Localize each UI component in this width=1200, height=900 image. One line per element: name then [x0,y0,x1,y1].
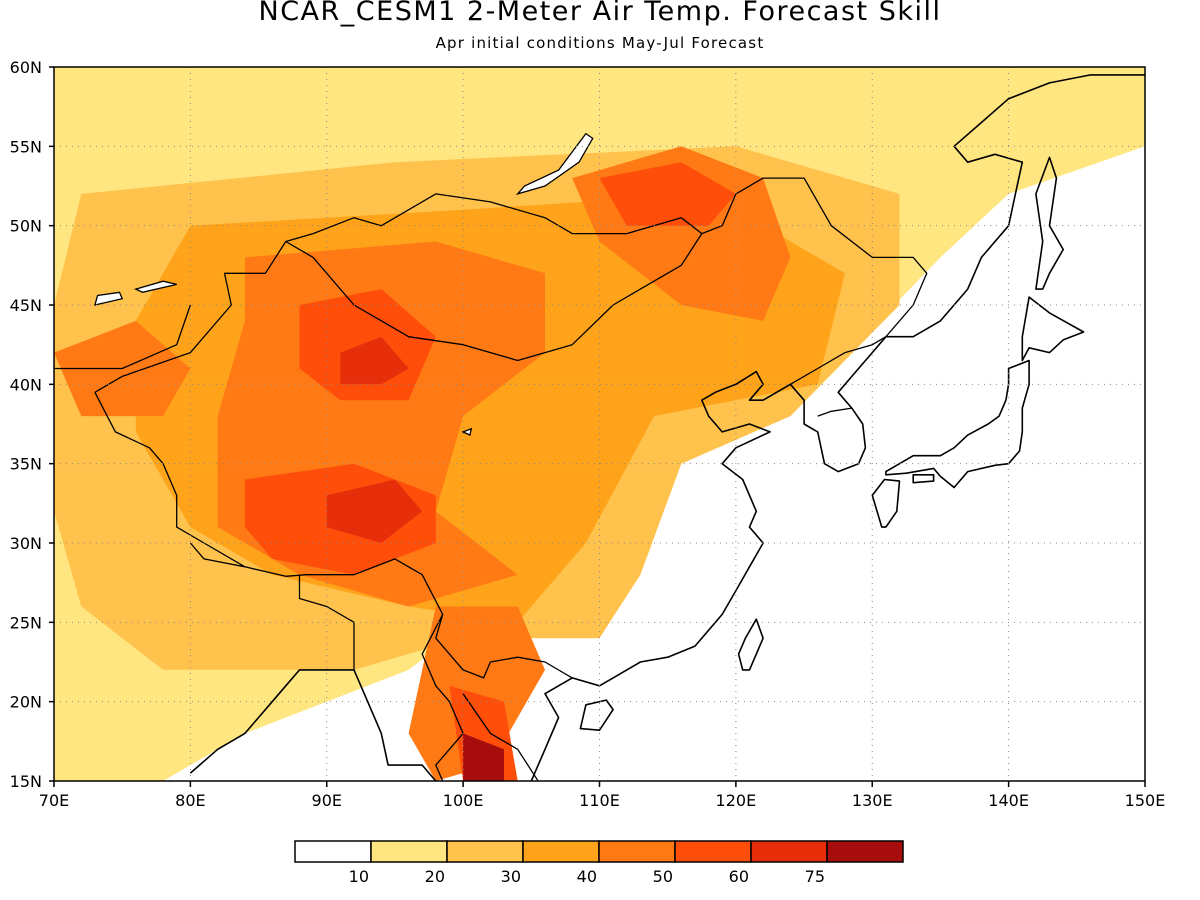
lat-tick-label: 30N [10,534,42,553]
country-border [462,693,539,781]
skill-region-level-4 [408,606,545,781]
coastline [189,669,354,774]
colorbar-swatch [674,840,752,863]
island-outline [737,618,764,671]
country-border [701,177,928,385]
island-outline [1021,296,1085,362]
colorbar-label: 75 [805,867,825,886]
colorbar-label: 30 [501,867,521,886]
dotted-gridlines [54,67,1145,781]
colorbar-label: 20 [425,867,445,886]
country-border [817,407,852,417]
country-border [94,392,573,679]
island-outline [871,478,901,528]
map-title: NCAR_CESM1 2-Meter Air Temp. Forecast Sk… [258,0,942,27]
island-outline [912,473,935,484]
lake-outline [461,427,473,437]
colorbar-swatch [446,840,524,863]
lat-tick-label: 60N [10,58,42,77]
lon-tick-label: 90E [312,791,342,810]
lon-tick-label: 70E [39,791,69,810]
skill-region-level-7 [463,733,504,781]
colorbar-label: 10 [349,867,369,886]
lat-tick-label: 40N [10,375,42,394]
lake-outline [93,291,124,306]
skill-region-level-6 [326,479,423,543]
colorbar-swatch [294,840,372,863]
lake-outline [133,280,177,293]
lon-tick-label: 80E [175,791,205,810]
lat-tick-label: 50N [10,217,42,236]
colorbar-label: 50 [653,867,673,886]
colorbar-label: 60 [729,867,749,886]
lat-tick-label: 15N [10,772,42,791]
map-subtitle: Apr initial conditions May-Jul Forecast [435,34,765,52]
colorbar-label: 40 [577,867,597,886]
country-border [54,304,192,370]
lon-tick-label: 110E [579,791,620,810]
lon-tick-label: 120E [716,791,757,810]
lat-tick-label: 45N [10,296,42,315]
lon-tick-label: 100E [443,791,484,810]
country-border [189,542,246,568]
colorbar-swatch [370,840,448,863]
colorbar-swatch [750,840,828,863]
country-border [94,193,703,393]
coastline-and-border-lines [54,74,1145,781]
axis-ticks: 70E 80E 90E 100E 110E 120E 130E 140E 150E 15N 20N 2… [10,58,1166,810]
island-outline [885,359,1030,489]
lon-tick-label: 150E [1125,791,1166,810]
coastline [353,669,437,781]
lat-tick-label: 25N [10,613,42,632]
island-outline [579,699,614,732]
skill-shading [54,67,1145,781]
colorbar: 10 20 30 40 50 60 75 [294,840,904,886]
colorbar-swatch [826,840,904,863]
lon-tick-label: 140E [988,791,1029,810]
lat-tick-label: 20N [10,693,42,712]
coastline [530,74,1145,781]
colorbar-swatch [522,840,600,863]
country-border [298,574,355,670]
skill-region-level-5 [599,162,736,226]
island-outline [1035,156,1064,290]
skill-region-level-6 [340,336,409,385]
lake-outline [515,132,594,196]
country-border [421,614,464,781]
colorbar-swatch [598,840,676,863]
lon-tick-label: 130E [852,791,893,810]
lat-tick-label: 35N [10,455,42,474]
lat-tick-label: 55N [10,137,42,156]
